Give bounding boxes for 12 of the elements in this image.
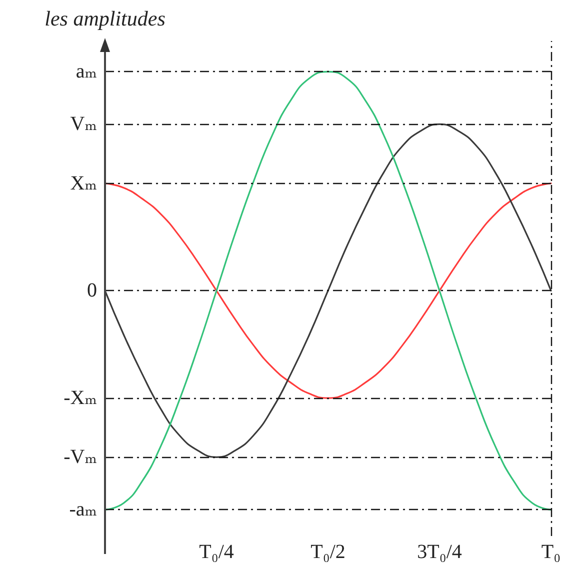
- x-tick-label: T₀/4: [199, 541, 234, 563]
- x-tick-label: T₀: [541, 541, 561, 563]
- x-tick-label: 3T₀/4: [417, 541, 462, 563]
- ref-line-label: aₘ: [76, 60, 97, 83]
- ref-line-label: Xₘ: [70, 172, 97, 194]
- y-axis-title: les amplitudes: [44, 6, 166, 30]
- ref-line-label: -aₘ: [69, 498, 97, 521]
- ref-line-label: -Vₘ: [64, 446, 97, 468]
- x-tick-label: T₀/2: [310, 541, 346, 563]
- ref-line-label: Vₘ: [70, 113, 97, 136]
- ref-line-label: -Xₘ: [64, 387, 97, 410]
- ref-line-label: 0: [87, 280, 97, 302]
